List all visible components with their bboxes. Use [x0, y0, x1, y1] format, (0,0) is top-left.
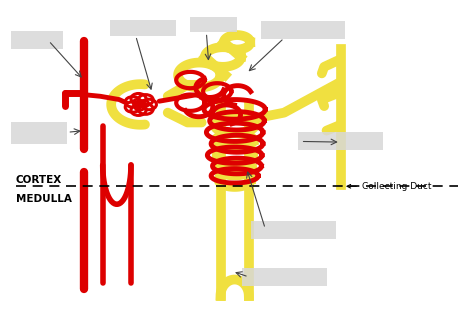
FancyBboxPatch shape [242, 268, 327, 286]
Text: Collecting Duct: Collecting Duct [347, 182, 431, 191]
FancyBboxPatch shape [190, 17, 237, 32]
FancyBboxPatch shape [298, 132, 383, 150]
FancyBboxPatch shape [11, 122, 67, 144]
FancyBboxPatch shape [261, 21, 346, 39]
Text: MEDULLA: MEDULLA [16, 194, 72, 205]
FancyBboxPatch shape [11, 31, 63, 49]
FancyBboxPatch shape [110, 20, 176, 36]
FancyBboxPatch shape [251, 221, 336, 239]
Text: CORTEX: CORTEX [16, 175, 62, 185]
